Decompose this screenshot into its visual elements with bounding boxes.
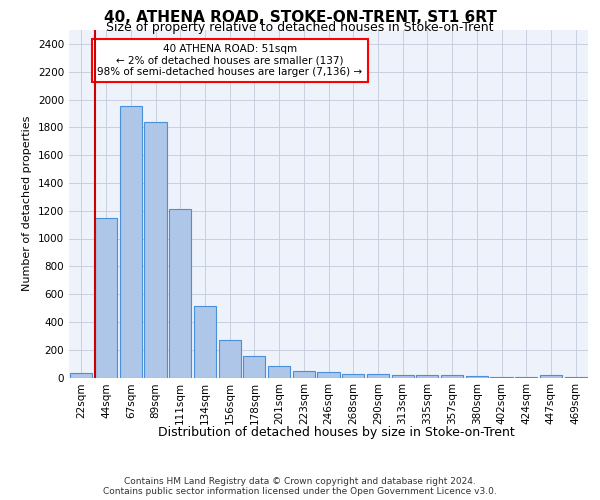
Bar bbox=[145, 122, 167, 378]
Bar bbox=[392, 375, 414, 378]
Bar bbox=[268, 366, 290, 378]
Bar bbox=[342, 374, 364, 378]
Bar bbox=[490, 377, 512, 378]
Bar bbox=[243, 356, 265, 378]
Bar bbox=[416, 376, 439, 378]
Text: Contains HM Land Registry data © Crown copyright and database right 2024.
Contai: Contains HM Land Registry data © Crown c… bbox=[103, 476, 497, 496]
Bar bbox=[70, 374, 92, 378]
Bar bbox=[367, 374, 389, 378]
Bar bbox=[466, 376, 488, 378]
Bar bbox=[441, 374, 463, 378]
Bar bbox=[169, 210, 191, 378]
Bar bbox=[293, 370, 315, 378]
Bar bbox=[218, 340, 241, 378]
Text: 40, ATHENA ROAD, STOKE-ON-TRENT, ST1 6RT: 40, ATHENA ROAD, STOKE-ON-TRENT, ST1 6RT bbox=[104, 10, 496, 25]
Text: Size of property relative to detached houses in Stoke-on-Trent: Size of property relative to detached ho… bbox=[106, 21, 494, 34]
Bar bbox=[540, 375, 562, 378]
Text: 40 ATHENA ROAD: 51sqm
← 2% of detached houses are smaller (137)
98% of semi-deta: 40 ATHENA ROAD: 51sqm ← 2% of detached h… bbox=[97, 44, 362, 77]
Bar bbox=[119, 106, 142, 378]
Bar bbox=[317, 372, 340, 378]
Bar bbox=[95, 218, 117, 378]
Bar bbox=[194, 306, 216, 378]
Y-axis label: Number of detached properties: Number of detached properties bbox=[22, 116, 32, 292]
Text: Distribution of detached houses by size in Stoke-on-Trent: Distribution of detached houses by size … bbox=[158, 426, 514, 439]
